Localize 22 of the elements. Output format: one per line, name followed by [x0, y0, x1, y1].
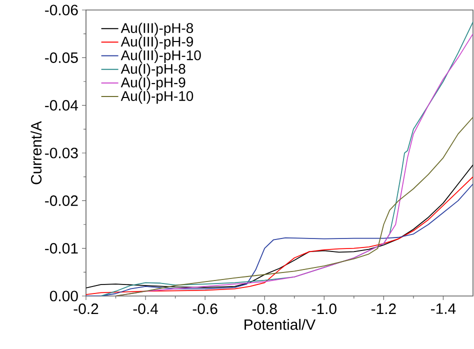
legend-label: Au(III)-pH-9	[120, 36, 193, 50]
x-axis-title: Potential/V	[244, 318, 316, 330]
y-tick-label: -0.04	[45, 100, 78, 111]
x-tick-label: -1.2	[371, 304, 396, 314]
y-axis-title: Current/A	[30, 121, 42, 184]
legend-label: Au(III)-pH-10	[120, 50, 201, 63]
y-tick-label: -0.03	[45, 148, 78, 158]
y-tick-label: -0.01	[45, 243, 78, 254]
y-tick-label: -0.02	[45, 195, 78, 206]
legend-label: Au(III)-pH-8	[120, 22, 194, 36]
legend-label: Au(I)-pH-9	[120, 77, 186, 90]
x-tick-label: -0.2	[74, 304, 98, 314]
y-tick-label: 0.00	[50, 290, 78, 302]
legend-label: Au(I)-pH-10	[120, 90, 194, 104]
y-tick-label: -0.05	[45, 52, 78, 63]
y-tick-label: -0.06	[45, 4, 78, 16]
x-tick-label: -0.8	[252, 304, 277, 314]
x-tick-label: -0.6	[192, 304, 218, 314]
legend-label: Au(I)-pH-8	[120, 64, 186, 77]
x-tick-label: -1.0	[312, 304, 336, 314]
x-tick-label: -1.4	[431, 304, 456, 314]
x-tick-label: -0.4	[133, 304, 158, 314]
